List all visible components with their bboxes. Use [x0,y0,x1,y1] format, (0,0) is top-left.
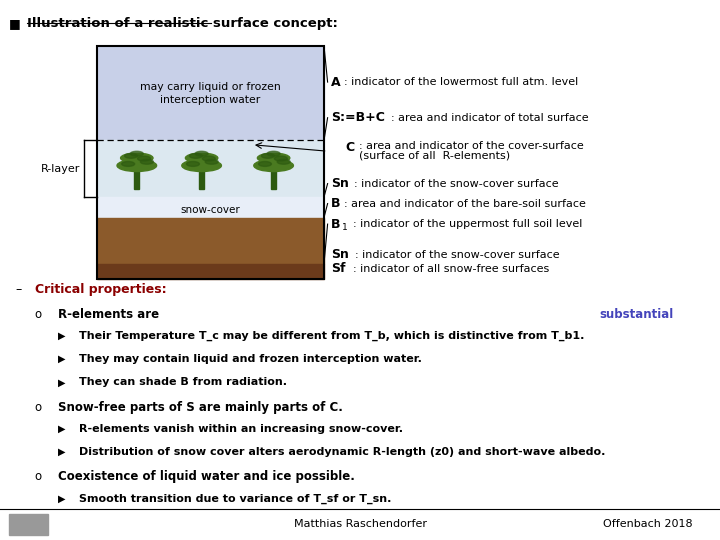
Ellipse shape [195,151,208,156]
Text: ▶: ▶ [58,494,65,504]
Text: C: C [346,141,355,154]
Bar [97,218,324,264]
Ellipse shape [138,156,150,161]
Bar [271,170,276,189]
Text: (surface of all  R-elements): (surface of all R-elements) [359,151,510,160]
Text: B: B [331,218,341,231]
Text: A: A [331,76,341,89]
Text: : indicator of the uppermost full soil level: : indicator of the uppermost full soil l… [353,219,582,229]
Bar [97,140,324,197]
Text: : indicator of the lowermost full atm. level: : indicator of the lowermost full atm. l… [344,77,578,87]
Text: S:=B+C: S:=B+C [331,111,385,124]
Text: ▶: ▶ [58,331,65,341]
Ellipse shape [186,161,199,166]
Text: R-elements vanish within an increasing snow-cover.: R-elements vanish within an increasing s… [79,424,403,434]
Text: ■: ■ [9,17,20,30]
Text: B: B [331,197,341,210]
Text: Smooth transition due to variance of T_sf or T_sn.: Smooth transition due to variance of T_s… [79,494,392,504]
Ellipse shape [121,153,153,163]
Text: Distribution of snow cover alters aerodynamic R-length (z0) and short-wave albed: Distribution of snow cover alters aerody… [79,447,606,457]
Text: : indicator of the snow-cover surface: : indicator of the snow-cover surface [354,179,558,188]
Text: Illustration of a realistic surface concept:: Illustration of a realistic surface conc… [27,17,338,30]
Text: : area and indicator of total surface: : area and indicator of total surface [391,113,588,123]
Text: : area and indicator of the cover-surface: : area and indicator of the cover-surfac… [359,141,583,151]
Text: o: o [35,308,42,321]
Text: : area and indicator of the bare-soil surface: : area and indicator of the bare-soil su… [344,199,586,208]
Text: Sn: Sn [331,177,349,190]
Ellipse shape [181,160,222,172]
Ellipse shape [140,159,153,164]
Ellipse shape [202,156,215,161]
Ellipse shape [125,153,138,158]
Text: –: – [16,284,22,296]
Text: Matthias Raschendorfer: Matthias Raschendorfer [294,519,426,529]
Text: : indicator of the snow-cover surface: : indicator of the snow-cover surface [355,250,559,260]
Ellipse shape [117,160,157,172]
Bar [199,170,204,189]
Ellipse shape [274,156,287,161]
Text: Their Temperature T_c may be different from T_b, which is distinctive from T_b1.: Their Temperature T_c may be different f… [79,331,585,341]
Text: may carry liquid or frozen: may carry liquid or frozen [140,82,281,92]
Text: Sn: Sn [331,248,349,261]
Bar [97,197,324,218]
Text: Coexistence of liquid water and ice possible.: Coexistence of liquid water and ice poss… [58,470,354,483]
Text: ▶: ▶ [58,377,65,388]
Bar [9,514,48,535]
Text: ▶: ▶ [58,447,65,457]
Bar [97,46,324,140]
Ellipse shape [122,161,135,166]
Text: Critical properties:: Critical properties: [35,284,166,296]
Text: Sf: Sf [331,262,346,275]
Text: substantial: substantial [599,308,673,321]
Ellipse shape [186,153,218,163]
Bar [97,264,324,279]
Ellipse shape [130,151,143,156]
Text: Offenbach 2018: Offenbach 2018 [603,519,693,529]
Ellipse shape [258,161,271,166]
Text: snow-cover: snow-cover [181,205,240,215]
Text: ▶: ▶ [58,354,65,364]
Ellipse shape [261,153,274,158]
Text: Snow-free parts of S are mainly parts of C.: Snow-free parts of S are mainly parts of… [58,401,343,414]
Ellipse shape [205,159,218,164]
Ellipse shape [254,160,294,172]
Ellipse shape [258,153,289,163]
Ellipse shape [189,153,202,158]
Ellipse shape [267,151,280,156]
Text: o: o [35,401,42,414]
Text: ▶: ▶ [58,424,65,434]
Text: o: o [35,470,42,483]
Text: They may contain liquid and frozen interception water.: They may contain liquid and frozen inter… [79,354,422,364]
Text: interception water: interception water [161,94,261,105]
Text: : indicator of all snow-free surfaces: : indicator of all snow-free surfaces [353,264,549,274]
Bar [97,46,324,279]
Text: R-elements are: R-elements are [58,308,163,321]
Text: 1: 1 [342,224,348,232]
Text: R-layer: R-layer [41,164,81,174]
Ellipse shape [277,159,290,164]
Text: They can shade B from radiation.: They can shade B from radiation. [79,377,287,388]
Bar [134,170,140,189]
